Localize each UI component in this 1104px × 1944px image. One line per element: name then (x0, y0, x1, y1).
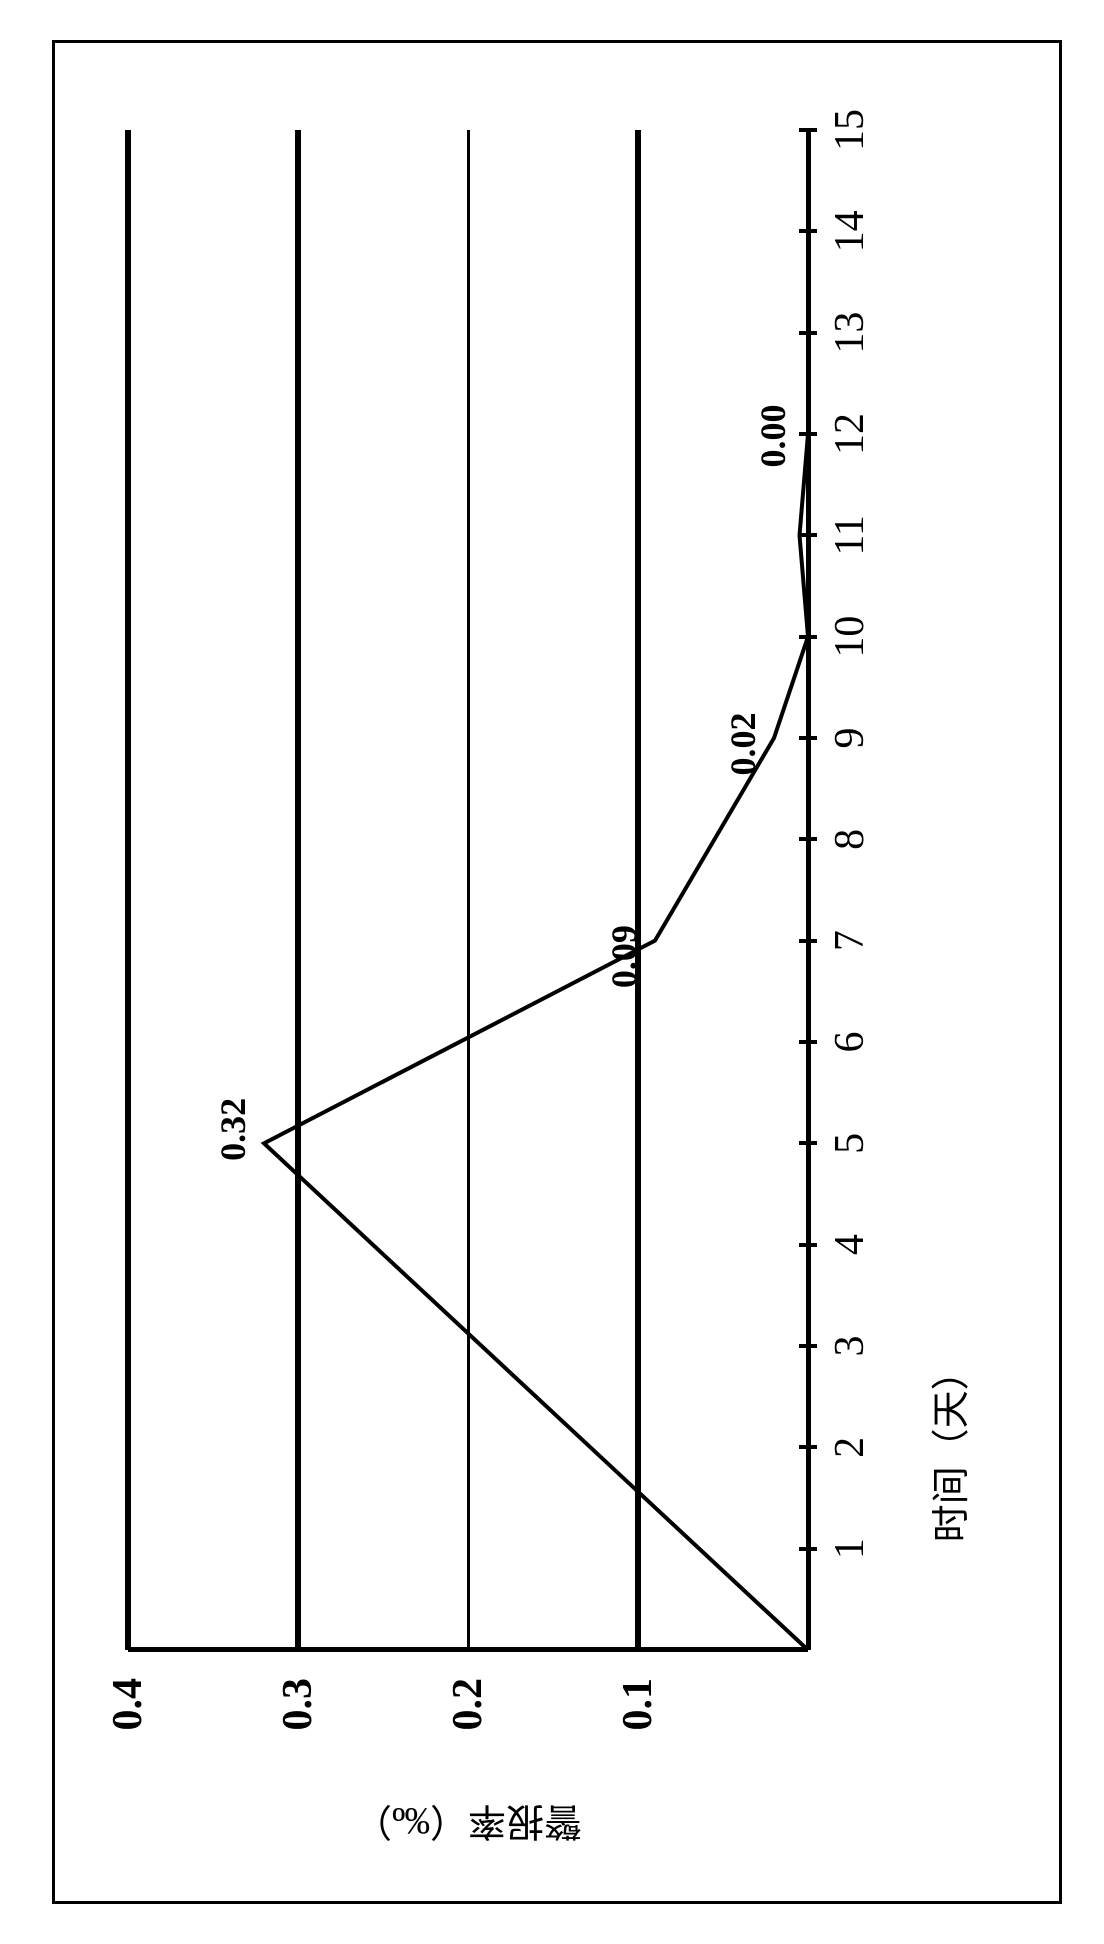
x-tick (799, 635, 817, 639)
data-label: 0.09 (603, 925, 645, 988)
x-tick (799, 128, 817, 132)
y-tick-label: 0.3 (274, 1678, 322, 1731)
data-label: 0.02 (722, 713, 764, 776)
x-tick-label: 9 (826, 728, 874, 749)
x-axis-line (806, 130, 811, 1650)
x-tick (799, 1547, 817, 1551)
x-tick (799, 1040, 817, 1044)
x-tick (799, 837, 817, 841)
x-tick-label: 13 (826, 312, 874, 354)
x-tick (799, 736, 817, 740)
x-tick (799, 533, 817, 537)
gridline (467, 130, 470, 1650)
x-tick-label: 14 (826, 210, 874, 252)
x-tick (799, 229, 817, 233)
x-tick-label: 7 (826, 930, 874, 951)
x-tick-label: 2 (826, 1437, 874, 1458)
data-label: 0.32 (212, 1098, 254, 1161)
x-tick-label: 4 (826, 1234, 874, 1255)
x-tick (799, 1344, 817, 1348)
x-tick-label: 12 (826, 413, 874, 455)
x-tick (799, 331, 817, 335)
x-tick-label: 6 (826, 1032, 874, 1053)
y-tick-label: 0.4 (104, 1678, 152, 1731)
gridline (125, 130, 131, 1650)
x-tick-label: 11 (826, 515, 874, 555)
gridline (295, 130, 301, 1650)
y-tick-label: 0.1 (614, 1678, 662, 1731)
x-tick-label: 10 (826, 616, 874, 658)
gridline (635, 130, 641, 1650)
x-tick-label: 8 (826, 829, 874, 850)
x-tick (799, 1445, 817, 1449)
chart-container: 1234567891011121314150.10.20.30.40.320.0… (68, 60, 1048, 1890)
y-axis-line (128, 1648, 808, 1653)
x-tick (799, 939, 817, 943)
x-tick (799, 432, 817, 436)
x-axis-title: 时间（天） (920, 1352, 975, 1542)
x-tick-label: 1 (826, 1538, 874, 1559)
data-label: 0.00 (752, 405, 794, 468)
y-axis-title: 警报率（‰） (354, 1798, 582, 1853)
series-path (264, 434, 808, 1650)
y-tick-label: 0.2 (444, 1678, 492, 1731)
plot-area: 1234567891011121314150.10.20.30.40.320.0… (128, 130, 808, 1650)
x-tick (799, 1141, 817, 1145)
x-tick (799, 1243, 817, 1247)
x-tick-label: 3 (826, 1336, 874, 1357)
x-tick-label: 15 (826, 109, 874, 151)
x-tick-label: 5 (826, 1133, 874, 1154)
